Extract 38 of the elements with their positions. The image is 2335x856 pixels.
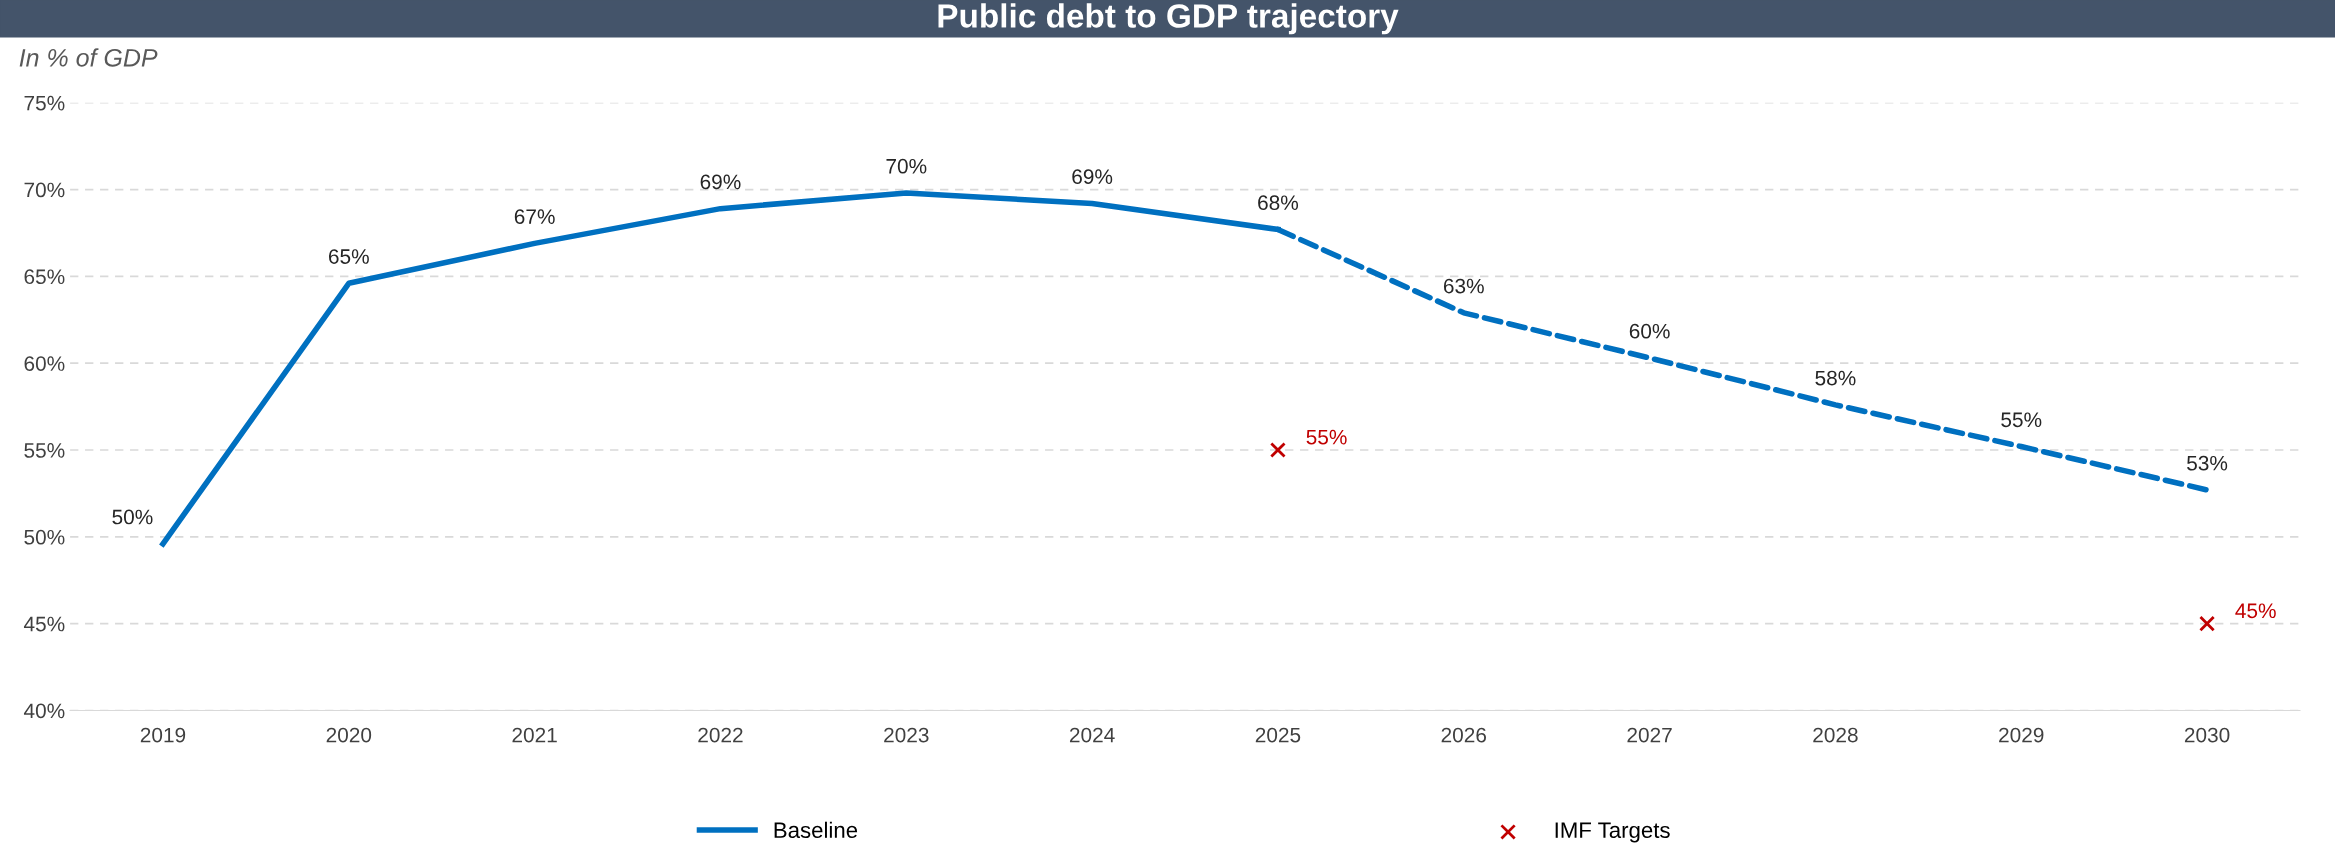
x-tick-label: 2023	[884, 727, 929, 743]
data-label: 69%	[1072, 169, 1113, 185]
x-tick-label: 2030	[2184, 727, 2230, 743]
y-tick-label: 50%	[24, 529, 65, 545]
data-label: 69%	[700, 174, 741, 190]
data-label: 55%	[1306, 429, 1347, 445]
legend-label: IMF Targets	[1555, 822, 1670, 843]
y-tick-label: 70%	[24, 182, 65, 198]
data-label: 67%	[514, 209, 555, 224]
y-axis-title: In % of GDP	[19, 48, 158, 67]
data-label: 68%	[1258, 195, 1299, 211]
data-label: 63%	[1443, 278, 1484, 294]
legend-label: Baseline	[774, 821, 858, 839]
data-label: 55%	[2001, 412, 2042, 428]
y-tick-label: 55%	[24, 443, 65, 458]
data-label: 65%	[329, 249, 369, 264]
x-tick-label: 2024	[1069, 727, 1115, 743]
x-tick-label: 2028	[1813, 727, 1858, 743]
x-tick-label: 2029	[1999, 727, 2044, 743]
data-label: 53%	[2187, 455, 2228, 471]
x-tick-label: 2019	[140, 727, 186, 743]
data-label: 60%	[1629, 323, 1670, 339]
x-tick-label: 2021	[512, 727, 557, 743]
y-tick-label: 75%	[24, 95, 65, 111]
data-label: 58%	[1815, 370, 1856, 386]
chart-title: Public debt to GDP trajectory	[938, 3, 1399, 35]
data-label: 50%	[112, 509, 153, 525]
x-tick-label: 2022	[698, 727, 743, 743]
y-tick-label: 60%	[24, 356, 65, 371]
x-tick-label: 2025	[1255, 727, 1301, 743]
data-label: 70%	[886, 158, 927, 174]
y-tick-label: 45%	[23, 616, 65, 632]
x-tick-label: 2020	[326, 727, 372, 743]
y-tick-label: 40%	[23, 703, 65, 719]
data-label: 45%	[2235, 603, 2276, 619]
y-tick-label: 65%	[24, 269, 65, 285]
x-tick-label: 2026	[1441, 727, 1487, 743]
x-tick-label: 2027	[1627, 727, 1672, 743]
